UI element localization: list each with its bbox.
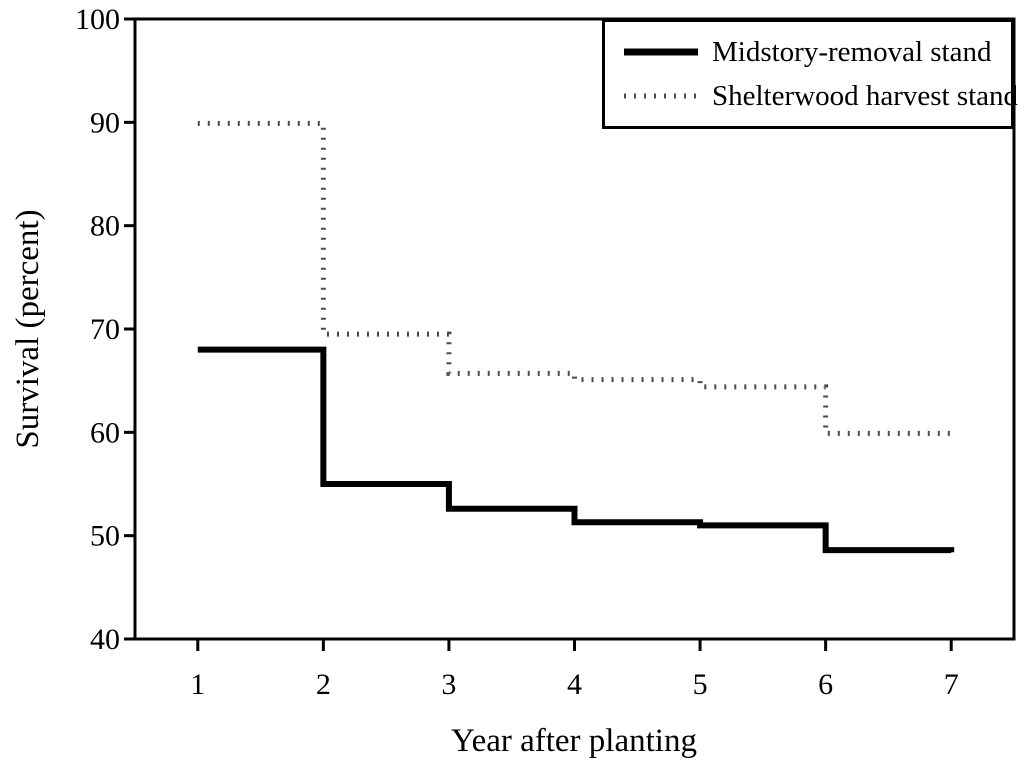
y-axis-tick-label: 100 — [75, 3, 120, 36]
x-axis-tick-label: 6 — [818, 668, 833, 701]
midstory-removal-line-sample-icon — [624, 48, 698, 56]
shelterwood-harvest-line-sample-icon — [624, 93, 698, 99]
axis-ticks-group: 40 50 60 70 80 90 100 1 2 3 4 5 6 7 — [75, 3, 959, 701]
x-axis-title: Year after planting — [451, 723, 697, 759]
x-axis-tick-label: 1 — [190, 668, 205, 701]
legend-item-midstory-removal: Midstory-removal stand — [622, 33, 1011, 71]
series-line-shelterwood-harvest-stand — [197, 120, 954, 436]
legend-label-shelterwood-harvest: Shelterwood harvest stand — [712, 79, 1019, 112]
y-axis-tick-label: 80 — [90, 210, 120, 243]
x-axis-tick-label: 2 — [316, 668, 331, 701]
y-axis-tick-label: 70 — [90, 313, 120, 346]
legend-label-midstory-removal: Midstory-removal stand — [712, 35, 992, 68]
y-axis-tick-label: 90 — [90, 106, 120, 139]
y-axis-tick-label: 40 — [90, 623, 120, 656]
x-axis-tick-label: 4 — [567, 668, 582, 701]
x-axis-tick-label: 7 — [944, 668, 959, 701]
series-lines-group — [197, 120, 955, 554]
series-line-midstory-removal-stand — [197, 346, 955, 554]
legend-item-shelterwood-harvest: Shelterwood harvest stand — [622, 77, 1018, 115]
y-axis-tick-label: 60 — [90, 416, 120, 449]
x-axis-tick-label: 3 — [441, 668, 456, 701]
x-axis-tick-label: 5 — [693, 668, 708, 701]
legend-box: Midstory-removal stand Shelterwood harve… — [602, 19, 1018, 129]
y-axis-tick-label: 50 — [90, 520, 120, 553]
y-axis-title: Survival (percent) — [10, 209, 46, 448]
